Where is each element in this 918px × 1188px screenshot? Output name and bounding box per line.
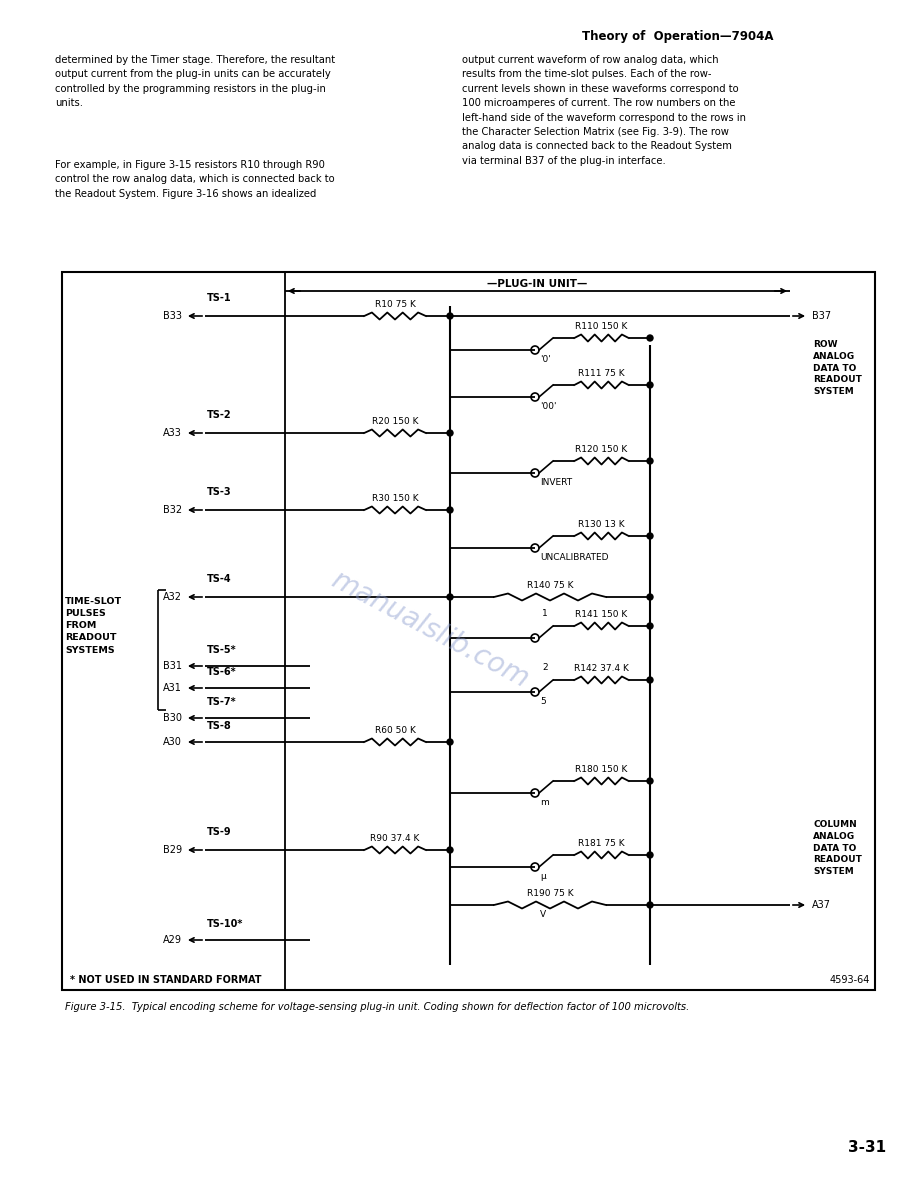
- Text: B30: B30: [163, 713, 182, 723]
- Circle shape: [447, 739, 453, 745]
- Text: INVERT: INVERT: [540, 478, 572, 487]
- Text: TS-4: TS-4: [207, 574, 231, 584]
- Circle shape: [647, 335, 653, 341]
- Text: manualslib.com: manualslib.com: [327, 565, 533, 694]
- Text: B29: B29: [162, 845, 182, 855]
- Text: B37: B37: [812, 311, 831, 321]
- Text: A30: A30: [163, 737, 182, 747]
- Text: R111 75 K: R111 75 K: [578, 369, 625, 378]
- Circle shape: [447, 312, 453, 320]
- Text: COLUMN
ANALOG
DATA TO
READOUT
SYSTEM: COLUMN ANALOG DATA TO READOUT SYSTEM: [813, 820, 862, 877]
- Text: For example, in Figure 3-15 resistors R10 through R90
control the row analog dat: For example, in Figure 3-15 resistors R1…: [55, 160, 335, 198]
- Text: Theory of  Operation—7904A: Theory of Operation—7904A: [582, 30, 774, 43]
- Text: R140 75 K: R140 75 K: [527, 581, 573, 590]
- Text: TS-8: TS-8: [207, 721, 231, 731]
- Text: A33: A33: [163, 428, 182, 438]
- Text: TS-6*: TS-6*: [207, 666, 237, 677]
- Text: UNCALIBRATED: UNCALIBRATED: [540, 552, 609, 562]
- Text: '0': '0': [540, 355, 551, 364]
- Text: TIME-SLOT
PULSES
FROM
READOUT
SYSTEMS: TIME-SLOT PULSES FROM READOUT SYSTEMS: [65, 598, 122, 655]
- Text: TS-1: TS-1: [207, 293, 231, 303]
- Circle shape: [647, 677, 653, 683]
- Circle shape: [647, 852, 653, 858]
- Text: B31: B31: [163, 661, 182, 671]
- Text: TS-9: TS-9: [207, 827, 231, 838]
- Text: μ: μ: [540, 872, 545, 881]
- Text: R10 75 K: R10 75 K: [375, 301, 416, 309]
- Text: Figure 3-15.  Typical encoding scheme for voltage-sensing plug-in unit. Coding s: Figure 3-15. Typical encoding scheme for…: [65, 1001, 689, 1012]
- Text: * NOT USED IN STANDARD FORMAT: * NOT USED IN STANDARD FORMAT: [70, 975, 262, 985]
- Text: determined by the Timer stage. Therefore, the resultant
output current from the : determined by the Timer stage. Therefore…: [55, 55, 335, 108]
- Text: V: V: [540, 910, 546, 920]
- Text: A31: A31: [163, 683, 182, 693]
- Circle shape: [647, 459, 653, 465]
- Text: '00': '00': [540, 402, 556, 411]
- Circle shape: [447, 507, 453, 513]
- Text: —PLUG-IN UNIT—: —PLUG-IN UNIT—: [487, 279, 588, 289]
- Text: R90 37.4 K: R90 37.4 K: [370, 834, 420, 843]
- Text: R141 150 K: R141 150 K: [576, 609, 628, 619]
- Circle shape: [447, 847, 453, 853]
- Text: R181 75 K: R181 75 K: [578, 839, 625, 848]
- Text: TS-7*: TS-7*: [207, 697, 237, 707]
- Circle shape: [447, 430, 453, 436]
- Text: TS-2: TS-2: [207, 410, 231, 421]
- Circle shape: [647, 533, 653, 539]
- Text: A32: A32: [163, 592, 182, 602]
- Text: A37: A37: [812, 901, 831, 910]
- Circle shape: [647, 623, 653, 628]
- Text: output current waveform of row analog data, which
results from the time-slot pul: output current waveform of row analog da…: [462, 55, 746, 166]
- Circle shape: [647, 902, 653, 908]
- Text: 1: 1: [543, 609, 548, 618]
- Text: R60 50 K: R60 50 K: [375, 726, 416, 735]
- Text: 2: 2: [543, 663, 548, 672]
- Text: TS-10*: TS-10*: [207, 920, 243, 929]
- Circle shape: [447, 594, 453, 600]
- Text: B32: B32: [162, 505, 182, 516]
- Text: R190 75 K: R190 75 K: [527, 889, 574, 898]
- Text: R30 150 K: R30 150 K: [372, 494, 419, 503]
- Text: R20 150 K: R20 150 K: [372, 417, 419, 426]
- Text: R142 37.4 K: R142 37.4 K: [574, 664, 629, 672]
- Text: A29: A29: [163, 935, 182, 944]
- Circle shape: [647, 594, 653, 600]
- Circle shape: [647, 778, 653, 784]
- Text: m: m: [540, 798, 549, 807]
- Text: 3-31: 3-31: [848, 1140, 886, 1155]
- Text: TS-3: TS-3: [207, 487, 231, 497]
- Text: R110 150 K: R110 150 K: [576, 322, 628, 331]
- Text: TS-5*: TS-5*: [207, 645, 237, 655]
- Text: R180 150 K: R180 150 K: [576, 765, 628, 775]
- Text: ROW
ANALOG
DATA TO
READOUT
SYSTEM: ROW ANALOG DATA TO READOUT SYSTEM: [813, 340, 862, 397]
- Text: 4593-64: 4593-64: [830, 975, 870, 985]
- Text: B33: B33: [163, 311, 182, 321]
- Text: 5: 5: [540, 697, 545, 706]
- Bar: [62, 272, 875, 990]
- Circle shape: [647, 383, 653, 388]
- Text: R130 13 K: R130 13 K: [578, 520, 625, 529]
- Text: R120 150 K: R120 150 K: [576, 446, 628, 454]
